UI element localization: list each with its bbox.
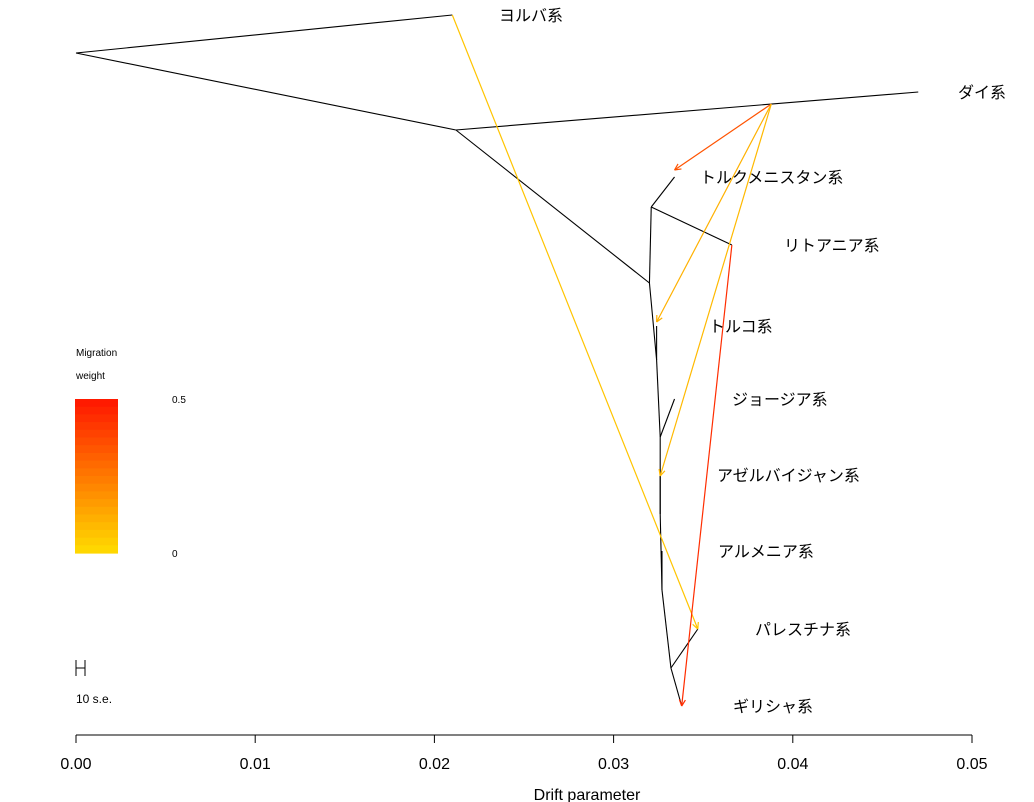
migration-edge — [681, 244, 733, 707]
legend-color-step — [75, 476, 118, 485]
population-label: ギリシャ系 — [733, 697, 813, 716]
legend-color-step — [75, 483, 118, 492]
legend-color-step — [75, 529, 118, 539]
population-label: リトアニア系 — [784, 236, 880, 255]
tree-edge — [648, 206, 652, 284]
population-label: トルクメニスタン系 — [700, 168, 843, 187]
migration-edge — [656, 103, 772, 323]
population-label: アゼルバイジャン系 — [717, 466, 860, 485]
migration-arrowhead — [658, 468, 661, 477]
tree-edge — [455, 91, 919, 131]
population-label: アルメニア系 — [718, 542, 814, 561]
tree-edge — [656, 359, 661, 438]
migration-edge — [674, 103, 772, 171]
legend-color-step — [75, 468, 118, 477]
x-tick-label: 0.01 — [240, 756, 271, 773]
migration-legend: Migration weight 0.5 0 — [75, 348, 186, 560]
legend-color-step — [75, 491, 118, 500]
legend-color-step — [75, 399, 118, 408]
legend-color-step — [75, 429, 118, 439]
x-tick-label: 0.05 — [956, 756, 987, 773]
tree-edge — [650, 176, 675, 208]
legend-color-step — [75, 437, 118, 446]
migration-edge — [451, 14, 699, 630]
legend-color-step — [75, 506, 118, 516]
x-tick-label: 0.02 — [419, 756, 450, 773]
x-tick-label: 0.04 — [777, 756, 808, 773]
migration-arrowhead — [674, 168, 682, 171]
migration-edges — [451, 14, 772, 707]
tree-edge — [75, 52, 457, 131]
legend-color-step — [75, 460, 118, 469]
tree-edges — [75, 14, 919, 707]
legend-title-line2: weight — [75, 371, 105, 382]
population-label: パレスチナ系 — [755, 620, 851, 639]
x-axis-title: Drift parameter — [534, 787, 641, 802]
tree-edge — [659, 398, 676, 438]
migration-arrowhead — [678, 699, 683, 707]
population-label: ダイ系 — [958, 83, 1006, 102]
migration-edge — [659, 103, 772, 477]
legend-color-step — [75, 452, 118, 462]
population-label: トルコ系 — [709, 317, 773, 336]
population-labels: ヨルバ系ダイ系トルクメニスタン系リトアニア系トルコ系ジョージア系アゼルバイジャン… — [499, 6, 1006, 716]
tree-edge — [661, 589, 672, 669]
tree-edge — [650, 206, 733, 246]
tree-edge — [455, 129, 650, 284]
legend-color-step — [75, 522, 118, 531]
legend-max-label: 0.5 — [172, 395, 186, 406]
tree-edge — [670, 628, 699, 669]
scale-bar: 10 s.e. — [75, 660, 112, 706]
migration-arrowhead — [656, 317, 663, 323]
legend-color-bar — [75, 399, 118, 554]
migration-arrowhead — [674, 163, 679, 171]
tree-edge — [75, 14, 453, 54]
migration-arrowhead — [692, 623, 699, 630]
x-tick-label: 0.03 — [598, 756, 629, 773]
legend-color-step — [75, 422, 118, 431]
x-axis: 0.00 0.01 0.02 0.03 0.04 0.05 — [60, 734, 988, 773]
legend-title-line1: Migration — [76, 348, 117, 359]
population-label: ジョージア系 — [732, 390, 828, 409]
legend-color-step — [75, 406, 118, 415]
migration-arrowhead — [681, 699, 686, 707]
legend-color-step — [75, 537, 118, 546]
population-label: ヨルバ系 — [499, 6, 563, 25]
scale-bar-label: 10 s.e. — [76, 692, 112, 706]
legend-min-label: 0 — [172, 549, 178, 560]
tree-edge — [648, 282, 658, 361]
legend-color-step — [75, 499, 118, 508]
legend-color-step — [75, 414, 118, 423]
legend-color-step — [75, 514, 118, 523]
legend-color-step — [75, 545, 118, 554]
migration-arrowhead — [659, 470, 666, 477]
legend-color-step — [75, 445, 118, 454]
x-tick-label: 0.00 — [60, 756, 91, 773]
